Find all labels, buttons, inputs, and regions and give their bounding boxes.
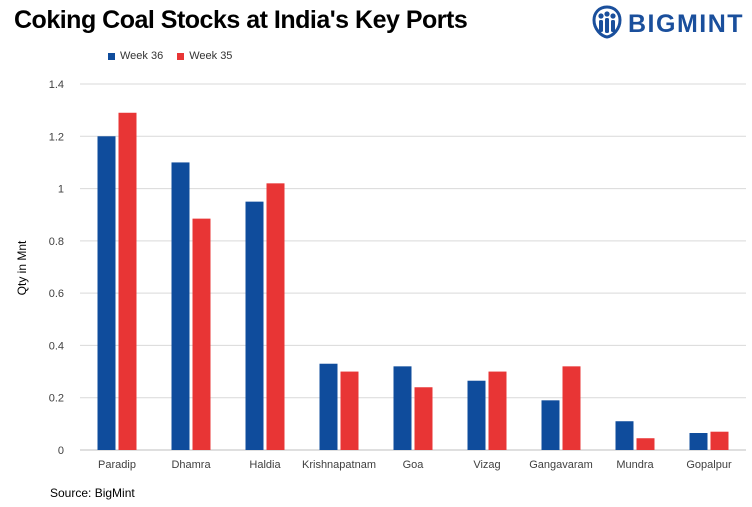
legend-swatch-week35 (177, 52, 185, 60)
brand-logo: BIGMINT (592, 5, 744, 44)
y-tick-label: 1.2 (49, 131, 64, 143)
x-tick-label: Paradip (98, 459, 136, 471)
x-tick-label: Dhamra (171, 459, 211, 471)
bar-week35-haldia (266, 183, 285, 451)
legend-label-week36: Week 36 (120, 50, 164, 62)
bigmint-people-icon (592, 5, 622, 44)
x-tick-label: Goa (403, 459, 425, 471)
bar-week35-dhamra (192, 218, 211, 450)
bar-week35-vizag (488, 371, 507, 450)
legend-item-week36: Week 36 (108, 50, 163, 62)
bar-week35-krishnapatnam (340, 371, 359, 450)
bar-week36-haldia (245, 201, 264, 450)
y-tick-label: 1.4 (49, 79, 64, 91)
x-tick-label: Krishnapatnam (302, 459, 376, 471)
bar-week36-gopalpur (689, 433, 708, 450)
y-tick-label: 1 (58, 184, 64, 196)
logo-text: BIGMINT (628, 10, 745, 38)
chart-title: Coking Coal Stocks at India's Key Ports (14, 6, 468, 34)
source-note: Source: BigMint (50, 486, 135, 500)
bar-week36-gangavaram (541, 400, 560, 450)
y-tick-label: 0.4 (49, 340, 64, 352)
bar-week36-krishnapatnam (319, 363, 338, 450)
y-tick-label: 0 (58, 445, 64, 457)
y-tick-label: 0.8 (49, 236, 64, 248)
bar-week35-gangavaram (562, 366, 581, 450)
x-tick-label: Mundra (616, 459, 654, 471)
chart-legend: Week 36 Week 35 (108, 50, 246, 62)
x-tick-label: Gangavaram (529, 459, 593, 471)
x-tick-label: Haldia (249, 459, 281, 471)
bar-week36-mundra (615, 421, 634, 450)
bar-week36-paradip (97, 136, 116, 451)
x-tick-label: Gopalpur (686, 459, 732, 471)
bar-week35-paradip (118, 112, 137, 450)
y-tick-label: 0.6 (49, 288, 64, 300)
legend-item-week35: Week 35 (177, 50, 232, 62)
bar-week35-gopalpur (710, 431, 729, 450)
x-tick-label: Vizag (473, 459, 500, 471)
legend-swatch-week36 (108, 52, 115, 60)
legend-label-week35: Week 35 (189, 50, 233, 62)
y-tick-label: 0.2 (49, 393, 64, 405)
bar-week35-mundra (636, 438, 655, 450)
bar-week35-goa (414, 387, 433, 450)
bar-week36-goa (393, 366, 412, 450)
bar-week36-dhamra (171, 162, 190, 450)
bar-week36-vizag (467, 380, 486, 450)
